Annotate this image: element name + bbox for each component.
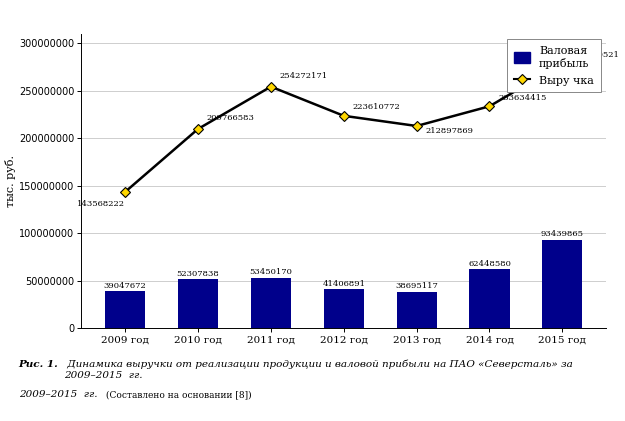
Text: 38695117: 38695117 bbox=[395, 282, 438, 290]
Text: 41406891: 41406891 bbox=[322, 280, 365, 288]
Bar bbox=[469, 269, 509, 328]
Text: 143568222: 143568222 bbox=[77, 200, 125, 208]
Text: 233634415: 233634415 bbox=[498, 93, 547, 101]
Text: (Составлено на основании [8]): (Составлено на основании [8]) bbox=[103, 390, 252, 399]
Text: 212897869: 212897869 bbox=[426, 127, 473, 135]
Text: 278610521: 278610521 bbox=[571, 51, 619, 59]
Bar bbox=[397, 292, 437, 328]
Text: 254272171: 254272171 bbox=[279, 72, 328, 80]
Text: 39047672: 39047672 bbox=[104, 282, 146, 290]
Text: 93439865: 93439865 bbox=[541, 230, 584, 238]
Text: 62448580: 62448580 bbox=[468, 260, 511, 268]
Text: Динамика выручки от реализации продукции и валовой прибыли на ПАО «Северсталь» з: Динамика выручки от реализации продукции… bbox=[64, 360, 573, 380]
Text: 52307838: 52307838 bbox=[177, 269, 219, 277]
Bar bbox=[105, 291, 145, 328]
Bar bbox=[542, 240, 582, 328]
Text: 223610772: 223610772 bbox=[352, 103, 400, 111]
Text: 2009–2015  гг.: 2009–2015 гг. bbox=[19, 390, 98, 399]
Bar bbox=[178, 279, 218, 328]
Text: Рис. 1.: Рис. 1. bbox=[19, 360, 59, 369]
Legend: Валовая
прибыль, Выру чка: Валовая прибыль, Выру чка bbox=[507, 39, 601, 92]
Text: 209766583: 209766583 bbox=[207, 115, 254, 123]
Bar bbox=[324, 289, 364, 328]
Text: 53450170: 53450170 bbox=[249, 269, 292, 277]
Bar bbox=[251, 277, 291, 328]
Y-axis label: тыс. руб.: тыс. руб. bbox=[5, 155, 16, 207]
